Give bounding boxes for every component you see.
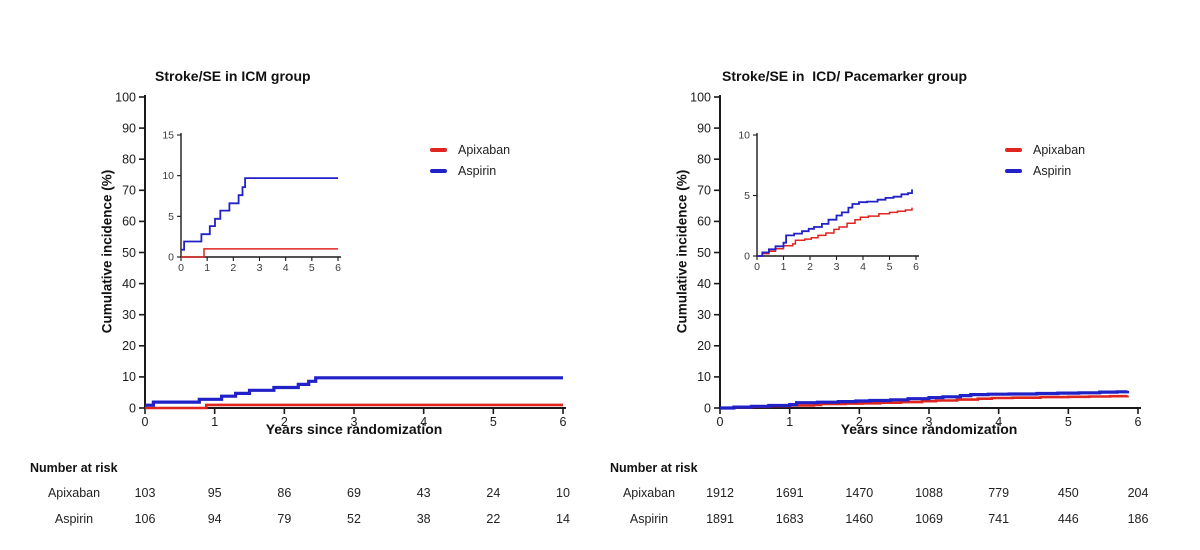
panel0-main-y-tick-label: 10 [122, 370, 136, 384]
panel1-main-y-tick-label: 80 [697, 152, 711, 166]
panel0-inset-x-tick-label: 0 [178, 262, 184, 274]
panel0-main-x-tick-label: 4 [420, 415, 427, 429]
panel0-main-y-tick-label: 20 [122, 339, 136, 353]
panel0-main-y-tick-label: 100 [115, 90, 136, 104]
panel0-main-x-tick-label: 6 [560, 415, 567, 429]
panel-icd-y-axis-label: Cumulative incidence (%) [674, 169, 690, 334]
apixaban-line-swatch-icon [430, 148, 447, 152]
panel0-inset-x-tick-label: 1 [204, 262, 210, 274]
legend-label-aspirin: Aspirin [458, 164, 497, 178]
panel1-main-x-tick-label: 2 [856, 415, 863, 429]
panel0-main-y-tick-label: 70 [122, 184, 136, 198]
panel1-main-x-tick-label: 1 [786, 415, 793, 429]
panel1-series-aspirin [720, 390, 1130, 410]
panel1-main-x-tick-label: 4 [995, 415, 1002, 429]
legend-row-aspirin: Aspirin [1005, 164, 1085, 178]
legend-label-apixaban: Apixaban [458, 143, 511, 157]
panel1-main-y-tick-label: 90 [697, 121, 711, 135]
panel0-main-y-tick-label: 90 [122, 121, 136, 135]
panel0-inset-x-tick-label: 2 [230, 262, 236, 274]
panel0-main-x-tick-label: 2 [281, 415, 288, 429]
panel1-inset-x-tick-label: 2 [807, 261, 813, 273]
panel-icd-risk-header: Number at risk [610, 461, 698, 475]
panel1-main-y-tick-label: 50 [697, 246, 711, 260]
panel0-inset-y-tick-label: 5 [168, 211, 174, 223]
panel1-main-x-tick-label: 6 [1135, 415, 1142, 429]
panel0-inset-x-tick-label: 5 [309, 262, 315, 274]
panel-icd-x-axis-label: Years since randomization [840, 421, 1018, 437]
panel0-main-x-tick-label: 0 [142, 415, 149, 429]
panel1-main-x-tick-label: 3 [926, 415, 933, 429]
panel1-inset-y-tick-label: 10 [738, 130, 750, 142]
legend-label-aspirin: Aspirin [1033, 164, 1072, 178]
panel0-series-apixaban [145, 403, 563, 410]
panel-icm-title: Stroke/SE in ICM group [155, 68, 311, 84]
legend-row-apixaban: Apixaban [1005, 143, 1085, 157]
panel1-inset-y-tick-label: 0 [744, 251, 750, 263]
panel1-main-y-tick-label: 20 [697, 339, 711, 353]
panel0-main-y-tick-label: 60 [122, 215, 136, 229]
panel0-main-x-tick-label: 1 [211, 415, 218, 429]
panel1-inset-x-tick-label: 4 [860, 261, 866, 273]
panel0-main-y-tick-label: 30 [122, 308, 136, 322]
panel0-inset-y-tick-label: 0 [168, 252, 174, 264]
panel0-inset-x-tick-label: 4 [283, 262, 289, 274]
panel0-series-aspirin [145, 376, 563, 407]
panel-icm-y-axis-label: Cumulative incidence (%) [99, 169, 115, 334]
panel1-main-x-tick-label: 5 [1065, 415, 1072, 429]
panel0-main-y-tick-label: 80 [122, 152, 136, 166]
panel1-main-y-tick-label: 70 [697, 184, 711, 198]
panel-icm-risk-header: Number at risk [30, 461, 118, 475]
panel-icm-x-axis-label: Years since randomization [265, 421, 443, 437]
panel1-inset-series-aspirin [757, 189, 913, 257]
panel-icm-legend: Apixaban Aspirin [430, 143, 510, 178]
panel0-inset-x-tick-label: 6 [335, 262, 341, 274]
panel1-inset-x-tick-label: 5 [887, 261, 893, 273]
panel1-inset-x-tick-label: 0 [754, 261, 760, 273]
panel0-inset-series-apixaban [181, 248, 338, 258]
aspirin-line-swatch-icon [1005, 169, 1022, 173]
panel1-main-y-tick-label: 0 [704, 401, 711, 415]
panel0-inset-y-tick-label: 10 [162, 170, 174, 182]
panel1-main-y-tick-label: 30 [697, 308, 711, 322]
panel1-inset-x-tick-label: 3 [834, 261, 840, 273]
panel0-main-y-tick-label: 50 [122, 246, 136, 260]
legend-row-apixaban: Apixaban [430, 143, 510, 157]
legend-row-aspirin: Aspirin [430, 164, 510, 178]
aspirin-line-swatch-icon [430, 169, 447, 173]
panel1-inset-series-apixaban [757, 207, 913, 257]
panel1-main-y-tick-label: 100 [690, 90, 711, 104]
legend-label-apixaban: Apixaban [1033, 143, 1086, 157]
panel1-main-x-tick-label: 0 [717, 415, 724, 429]
panel1-main-y-tick-label: 60 [697, 215, 711, 229]
panel0-inset-series-aspirin [181, 177, 338, 251]
panel0-inset-y-tick-label: 15 [162, 130, 174, 142]
panel0-main-x-tick-label: 5 [490, 415, 497, 429]
panel1-inset-x-tick-label: 1 [781, 261, 787, 273]
panel1-main-y-tick-label: 10 [697, 370, 711, 384]
panel0-main-y-tick-label: 40 [122, 277, 136, 291]
panel1-inset-y-tick-label: 5 [744, 190, 750, 202]
panel-icd-legend: Apixaban Aspirin [1005, 143, 1085, 178]
panel0-inset-x-tick-label: 3 [257, 262, 263, 274]
panel0-main-y-tick-label: 0 [129, 401, 136, 415]
panel1-main-y-tick-label: 40 [697, 277, 711, 291]
panel1-inset-x-tick-label: 6 [913, 261, 919, 273]
panel-icd-title: Stroke/SE in ICD/ Pacemarker group [722, 68, 968, 84]
apixaban-line-swatch-icon [1005, 148, 1022, 152]
panel0-main-x-tick-label: 3 [351, 415, 358, 429]
